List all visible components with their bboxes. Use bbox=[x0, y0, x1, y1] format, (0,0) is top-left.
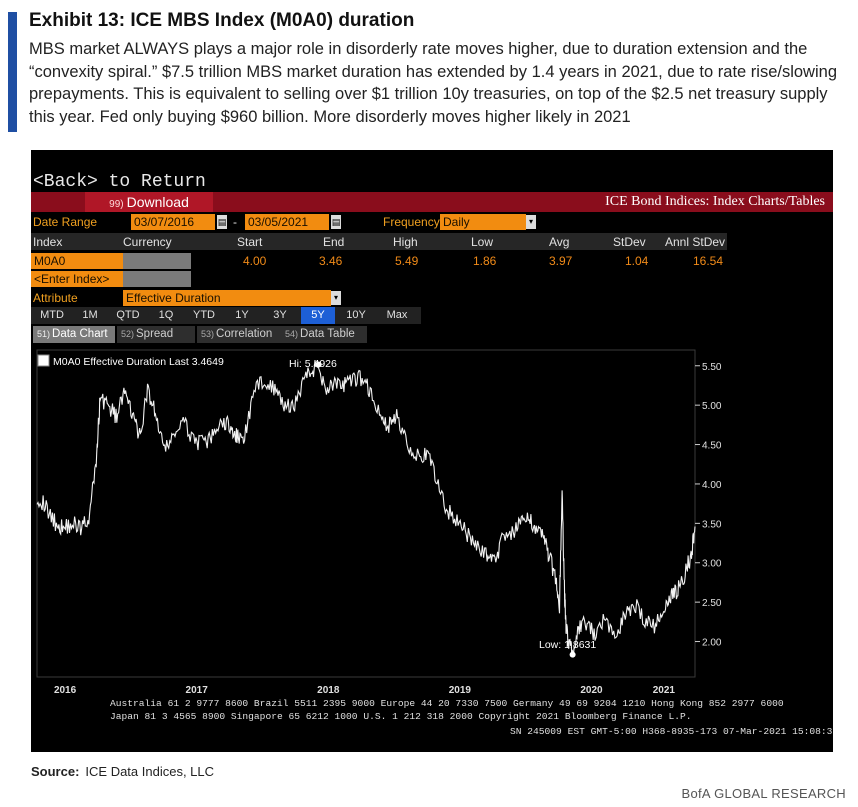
y-tick-label: 4.00 bbox=[702, 480, 722, 491]
value-stdev: 1.04 bbox=[625, 254, 649, 268]
index-input[interactable]: M0A0 bbox=[31, 253, 123, 269]
duration-line-chart: 2.002.503.003.504.004.505.005.50 2016 201… bbox=[36, 349, 722, 695]
period-qtd[interactable]: QTD bbox=[116, 309, 140, 321]
footer-session-info: SN 245009 EST GMT-5:00 H368-8935-173 07-… bbox=[510, 726, 833, 737]
start-date-input[interactable]: 03/07/2016 bbox=[131, 214, 215, 230]
y-tick-label: 5.50 bbox=[702, 362, 722, 373]
back-to-return-link[interactable]: <Back> to Return bbox=[33, 172, 206, 192]
x-tick-label: 2018 bbox=[317, 685, 340, 695]
frequency-label: Frequency bbox=[383, 215, 440, 229]
tab-data-table[interactable]: 54) Data Table bbox=[281, 326, 367, 343]
line-layer bbox=[36, 359, 696, 658]
currency-field[interactable] bbox=[123, 253, 191, 269]
y-tick-label: 5.00 bbox=[702, 401, 722, 412]
low-annotation: Low: 1.8631 bbox=[539, 639, 596, 651]
period-5y[interactable]: 5Y bbox=[301, 307, 335, 324]
tab-spread-label: Spread bbox=[136, 328, 174, 340]
footer-contacts-line-2: Japan 81 3 4565 8900 Singapore 65 6212 1… bbox=[110, 711, 692, 722]
header-stdev: StDev bbox=[613, 235, 646, 249]
series-line-m0a0 bbox=[36, 359, 696, 658]
end-date-calendar-icon[interactable]: ▤ bbox=[331, 215, 341, 229]
period-ytd[interactable]: YTD bbox=[193, 309, 215, 321]
download-button[interactable]: 99) Download bbox=[85, 192, 213, 212]
period-10y[interactable]: 10Y bbox=[346, 309, 366, 321]
end-date-input[interactable]: 03/05/2021 bbox=[245, 214, 329, 230]
x-tick-label: 2016 bbox=[54, 685, 77, 695]
tab-data-table-number: 54) bbox=[285, 329, 299, 339]
app-title: ICE Bond Indices: Index Charts/Tables bbox=[605, 194, 825, 209]
start-date-calendar-icon[interactable]: ▤ bbox=[217, 215, 227, 229]
header-avg: Avg bbox=[549, 235, 570, 249]
x-tick-label: 2017 bbox=[186, 685, 209, 695]
header-low: Low bbox=[471, 235, 494, 249]
header-high: High bbox=[393, 235, 418, 249]
frequency-dropdown-icon[interactable]: ▾ bbox=[526, 215, 536, 229]
attribute-dropdown-icon[interactable]: ▾ bbox=[331, 291, 341, 305]
y-tick-label: 2.00 bbox=[702, 638, 722, 649]
tab-correlation[interactable]: 53) Correlation bbox=[197, 326, 303, 343]
x-axis: 2016 2017 2018 2019 2020 2021 bbox=[54, 685, 675, 695]
period-mtd[interactable]: MTD bbox=[40, 309, 64, 321]
date-range-separator: - bbox=[233, 215, 237, 229]
y-tick-label: 2.50 bbox=[702, 598, 722, 609]
exhibit-description: MBS market ALWAYS plays a major role in … bbox=[29, 40, 837, 126]
tab-spread[interactable]: 52) Spread bbox=[117, 326, 195, 343]
period-1q[interactable]: 1Q bbox=[158, 309, 174, 321]
period-3y[interactable]: 3Y bbox=[273, 309, 287, 321]
enter-index-input[interactable]: <Enter Index> bbox=[31, 271, 123, 287]
header-currency: Currency bbox=[123, 235, 172, 249]
hi-marker bbox=[315, 361, 322, 368]
low-marker bbox=[569, 651, 576, 658]
period-1y[interactable]: 1Y bbox=[235, 309, 249, 321]
hi-annotation: Hi: 5.4926 bbox=[289, 358, 337, 370]
header-annl-stdev: Annl StDev bbox=[665, 235, 726, 249]
period-max[interactable]: Max bbox=[386, 309, 408, 321]
download-button-number: 99) bbox=[109, 199, 124, 210]
value-high: 5.49 bbox=[395, 254, 419, 268]
y-tick-label: 4.50 bbox=[702, 441, 722, 452]
x-tick-label: 2020 bbox=[580, 685, 603, 695]
source-text: ICE Data Indices, LLC bbox=[85, 764, 215, 779]
date-range-label: Date Range bbox=[33, 215, 98, 229]
tab-correlation-label: Correlation bbox=[216, 328, 273, 340]
tab-data-chart-number: 51) bbox=[37, 329, 51, 339]
download-button-label: Download bbox=[126, 194, 189, 210]
tab-correlation-number: 53) bbox=[201, 329, 215, 339]
period-1m[interactable]: 1M bbox=[82, 309, 98, 321]
value-low: 1.86 bbox=[473, 254, 497, 268]
plot-area bbox=[36, 349, 696, 678]
y-tick-label: 3.50 bbox=[702, 519, 722, 530]
y-tick-label: 3.00 bbox=[702, 559, 722, 570]
source-label: Source: bbox=[31, 764, 80, 779]
footer-contacts-line-1: Australia 61 2 9777 8600 Brazil 5511 239… bbox=[110, 698, 784, 709]
tab-data-chart-label: Data Chart bbox=[52, 328, 108, 340]
frequency-select[interactable]: Daily bbox=[440, 214, 526, 230]
value-end: 3.46 bbox=[319, 254, 343, 268]
enter-currency-field[interactable] bbox=[123, 271, 191, 287]
source-note: Source: ICE Data Indices, LLC bbox=[31, 764, 214, 779]
header-start: Start bbox=[237, 235, 263, 249]
exhibit-title: Exhibit 13: ICE MBS Index (M0A0) duratio… bbox=[29, 10, 415, 31]
x-tick-label: 2021 bbox=[653, 685, 676, 695]
legend-checkbox[interactable] bbox=[37, 354, 50, 367]
tab-spread-number: 52) bbox=[121, 329, 135, 339]
value-avg: 3.97 bbox=[549, 254, 573, 268]
header-index: Index bbox=[33, 235, 63, 249]
y-axis: 2.00 2.50 3.00 3.50 4.00 4.50 5.00 5.50 bbox=[695, 362, 722, 649]
attribute-select[interactable]: Effective Duration bbox=[123, 290, 331, 306]
tab-data-chart[interactable]: 51) Data Chart bbox=[33, 326, 115, 343]
stats-header-row bbox=[31, 233, 727, 250]
legend-label: M0A0 Effective Duration Last 3.4649 bbox=[53, 356, 224, 368]
value-start: 4.00 bbox=[243, 254, 267, 268]
function-header-bar bbox=[31, 192, 833, 212]
exhibit-accent-bar bbox=[8, 12, 17, 132]
tab-data-table-label: Data Table bbox=[300, 328, 355, 340]
brand-footer: BofA GLOBAL RESEARCH bbox=[681, 786, 846, 801]
header-end: End bbox=[323, 235, 345, 249]
value-annl-stdev: 16.54 bbox=[693, 254, 724, 268]
x-tick-label: 2019 bbox=[449, 685, 472, 695]
bloomberg-terminal-panel: <Back> to Return 99) Download ICE Bond In… bbox=[31, 150, 833, 752]
attribute-label: Attribute bbox=[33, 291, 78, 305]
